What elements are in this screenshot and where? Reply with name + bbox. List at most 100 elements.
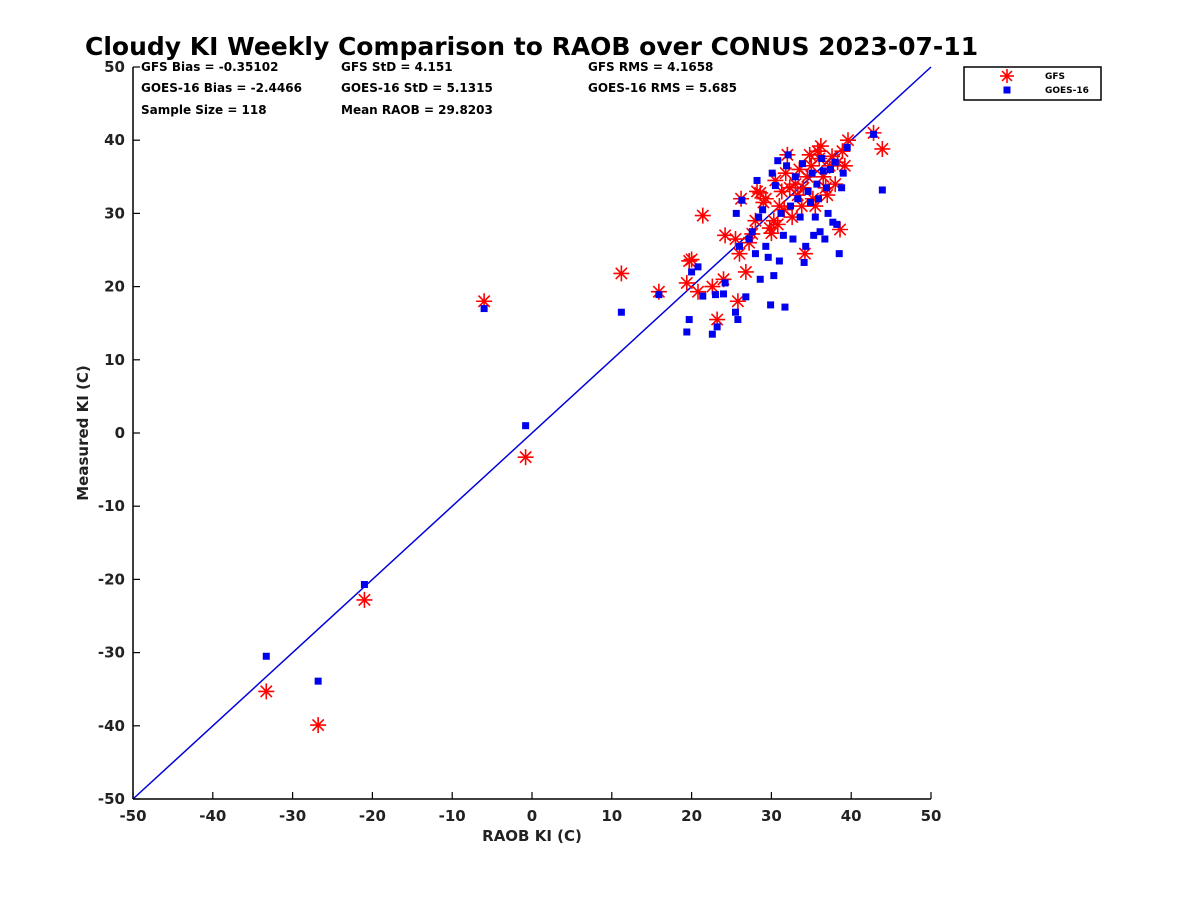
goes16-point [789,235,797,243]
goes16-point [783,162,791,170]
stat-text: GFS StD = 4.151 [341,60,453,74]
gfs-point [694,207,711,224]
goes16-point [734,316,742,324]
goes16-point [818,155,826,162]
goes16-series-layer [262,130,886,685]
goes16-point [878,186,886,194]
goes16-point [843,144,851,152]
goes16-point [810,231,818,239]
goes16-point [731,308,739,316]
gfs-point [777,165,794,182]
y-tick-label: 0 [115,424,125,442]
y-tick-label: -30 [98,644,125,662]
legend-gfs-label: GFS [1045,72,1065,82]
x-tick-label: 10 [601,807,622,825]
goes16-point [774,157,782,165]
stat-text: GOES-16 Bias = -2.4466 [141,81,302,95]
legend-goes16-square [1003,86,1011,94]
goes16-point [804,187,812,195]
goes16-point [314,677,322,685]
gfs-point [763,225,780,242]
goes16-point [522,422,530,430]
gfs-point [874,140,891,157]
gfs-point [517,449,534,466]
goes16-point [831,158,839,166]
goes16-point [756,275,764,283]
y-tick-label: -10 [98,497,125,515]
goes16-point [721,279,729,287]
goes16-point [833,220,841,228]
goes16-point [821,235,829,243]
legend-goes16-marker [1003,86,1011,94]
gfs-point [258,683,275,700]
goes16-point [770,272,778,280]
stat-text: GOES-16 RMS = 5.685 [588,81,737,95]
goes16-point [826,165,834,173]
goes16-point [735,242,743,250]
y-tick-label: 40 [104,131,125,149]
goes16-point [759,206,767,214]
gfs-point [613,265,630,282]
goes16-point [713,323,721,331]
gfs-point [310,717,327,734]
goes16-point [802,242,810,250]
goes16-point [712,291,720,299]
gfs-point [737,263,754,280]
goes16-point [791,173,799,181]
goes16-point [748,228,756,236]
gfs-point [709,311,726,328]
gfs-series-layer [258,124,891,734]
x-tick-label: -10 [439,807,466,825]
goes16-point [784,151,792,159]
legend-gfs-marker [1000,69,1014,83]
legend-goes16-label: GOES-16 [1045,86,1089,96]
goes16-point [822,184,830,192]
goes16-point [708,330,716,338]
goes16-point [838,184,846,192]
goes16-point [807,198,815,206]
gfs-point [727,231,744,248]
goes16-point [835,250,843,258]
goes16-point [742,293,750,301]
y-tick-label: 10 [104,351,125,369]
goes16-point [794,195,802,203]
y-axis-ticks: -50 -40 -30 -20 -10 0 10 20 30 40 50 [98,58,140,808]
goes16-point [762,242,770,250]
x-axis-ticks: -50 -40 -30 -20 -10 0 10 20 30 40 50 [119,792,941,825]
goes16-point [732,209,740,217]
goes16-point [799,160,807,168]
x-tick-label: -40 [199,807,226,825]
x-tick-label: 30 [761,807,782,825]
gfs-point [769,216,786,233]
goes16-point [685,316,693,324]
goes16-point [768,169,776,177]
goes16-point [779,231,787,239]
goes16-point [771,182,779,190]
goes16-point [767,301,775,309]
stat-text: GFS Bias = -0.35102 [141,60,278,74]
goes16-point [655,291,663,299]
goes16-point [738,196,746,204]
x-tick-label: 20 [681,807,702,825]
x-axis-label: RAOB KI (C) [482,827,582,845]
gfs-point [683,251,700,268]
stats-block: GFS Bias = -0.35102 GFS StD = 4.151 GFS RM… [141,60,737,117]
y-axis-label: Measured KI (C) [74,365,92,501]
chart-title: Cloudy KI Weekly Comparison to RAOB over… [85,32,978,61]
stat-text: Sample Size = 118 [141,103,267,117]
x-tick-label: 0 [527,807,537,825]
gfs-point [815,168,832,185]
stat-text: Mean RAOB = 29.8203 [341,103,493,117]
y-tick-label: 30 [104,204,125,222]
goes16-point [839,169,847,177]
goes16-point [829,218,837,226]
goes16-point [870,130,878,138]
goes16-point [694,263,702,271]
goes16-point [796,213,804,221]
stat-text: GOES-16 StD = 5.1315 [341,81,493,95]
gfs-point [812,138,829,155]
legend: GFS GOES-16 [963,66,1102,101]
goes16-point [777,209,785,217]
gfs-point [729,293,746,310]
